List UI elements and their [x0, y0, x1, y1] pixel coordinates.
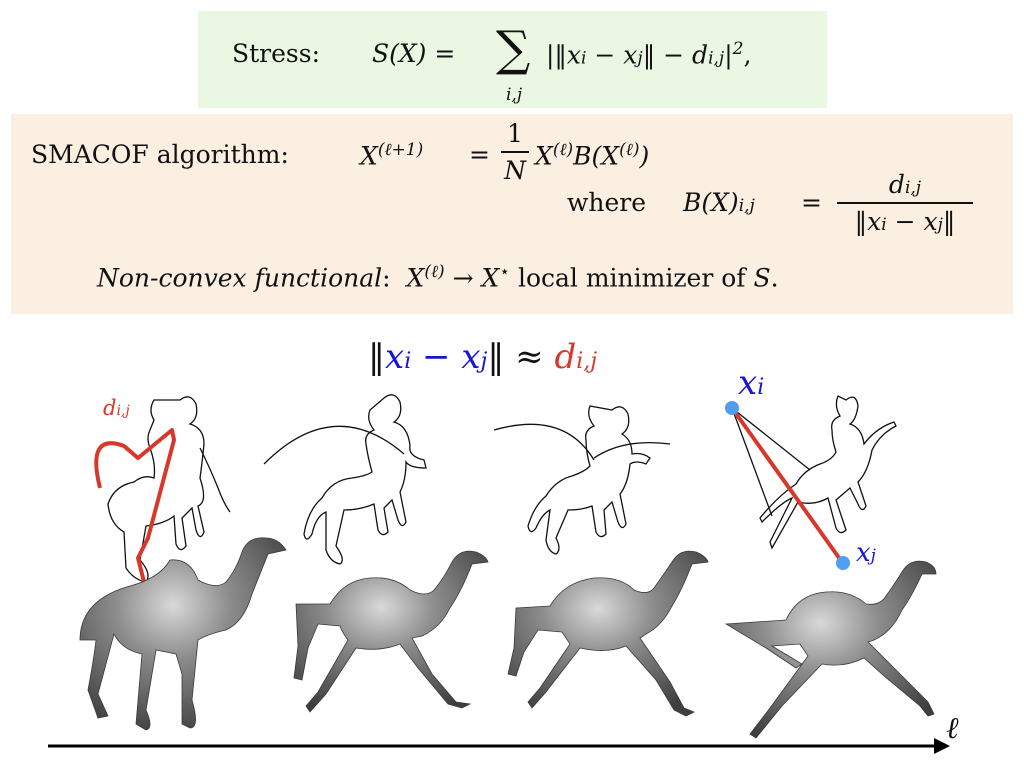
distance-line: [730, 406, 844, 564]
centaur-shape-4: [731, 395, 897, 550]
centaur-shape-1: [107, 396, 231, 583]
smacof-label: SMACOF algorithm:: [31, 140, 289, 169]
x-i-label: xi: [738, 363, 765, 403]
b-definition-fraction: di,j ‖xi − xj‖: [837, 170, 973, 236]
ell-axis-arrowhead: [934, 738, 950, 754]
stress-rhs: |‖xi − xj‖ − di,j|2,: [546, 39, 752, 70]
b-definition-lhs: B(X)i,j: [683, 188, 755, 217]
camel-mesh-2: [293, 550, 489, 713]
point-x-i: [725, 401, 739, 415]
smacof-fraction: 1 N: [501, 119, 529, 185]
smacof-formula-box: SMACOF algorithm: X(ℓ+1) = 1 N X(ℓ)B(X(ℓ…: [11, 114, 1013, 314]
stress-label: Stress:: [232, 39, 321, 68]
point-x-j: [836, 556, 850, 570]
smacof-lhs: X(ℓ+1): [360, 140, 424, 171]
smacof-rhs: X(ℓ)B(X(ℓ)): [535, 140, 650, 171]
ell-axis-label: ℓ: [946, 711, 959, 746]
b-definition-equals: =: [801, 188, 822, 217]
stress-formula-box: Stress: S(X) = ∑ i,j |‖xi − xj‖ − di,j|2…: [198, 11, 827, 108]
d-ij-label: di,j: [103, 396, 130, 420]
sum-subscript: i,j: [506, 85, 523, 105]
camel-mesh-1: [79, 537, 287, 731]
centaur-shape-2: [263, 394, 427, 565]
sum-symbol: ∑: [496, 21, 531, 77]
x-j-label: xj: [856, 538, 876, 568]
approx-relation: ‖xi − xj‖ ≈ di,j: [368, 337, 598, 377]
camel-mesh-4: [724, 560, 937, 739]
camel-mesh-3: [507, 550, 709, 717]
where-label: where: [567, 188, 647, 217]
centaur-shape-3: [493, 405, 671, 555]
stress-lhs: S(X) =: [372, 39, 456, 68]
smacof-equals: =: [469, 140, 490, 169]
nonconvex-statement: Non-convex functional: X(ℓ) → X⋆ local m…: [97, 262, 779, 293]
geodesic-path: [94, 428, 176, 599]
